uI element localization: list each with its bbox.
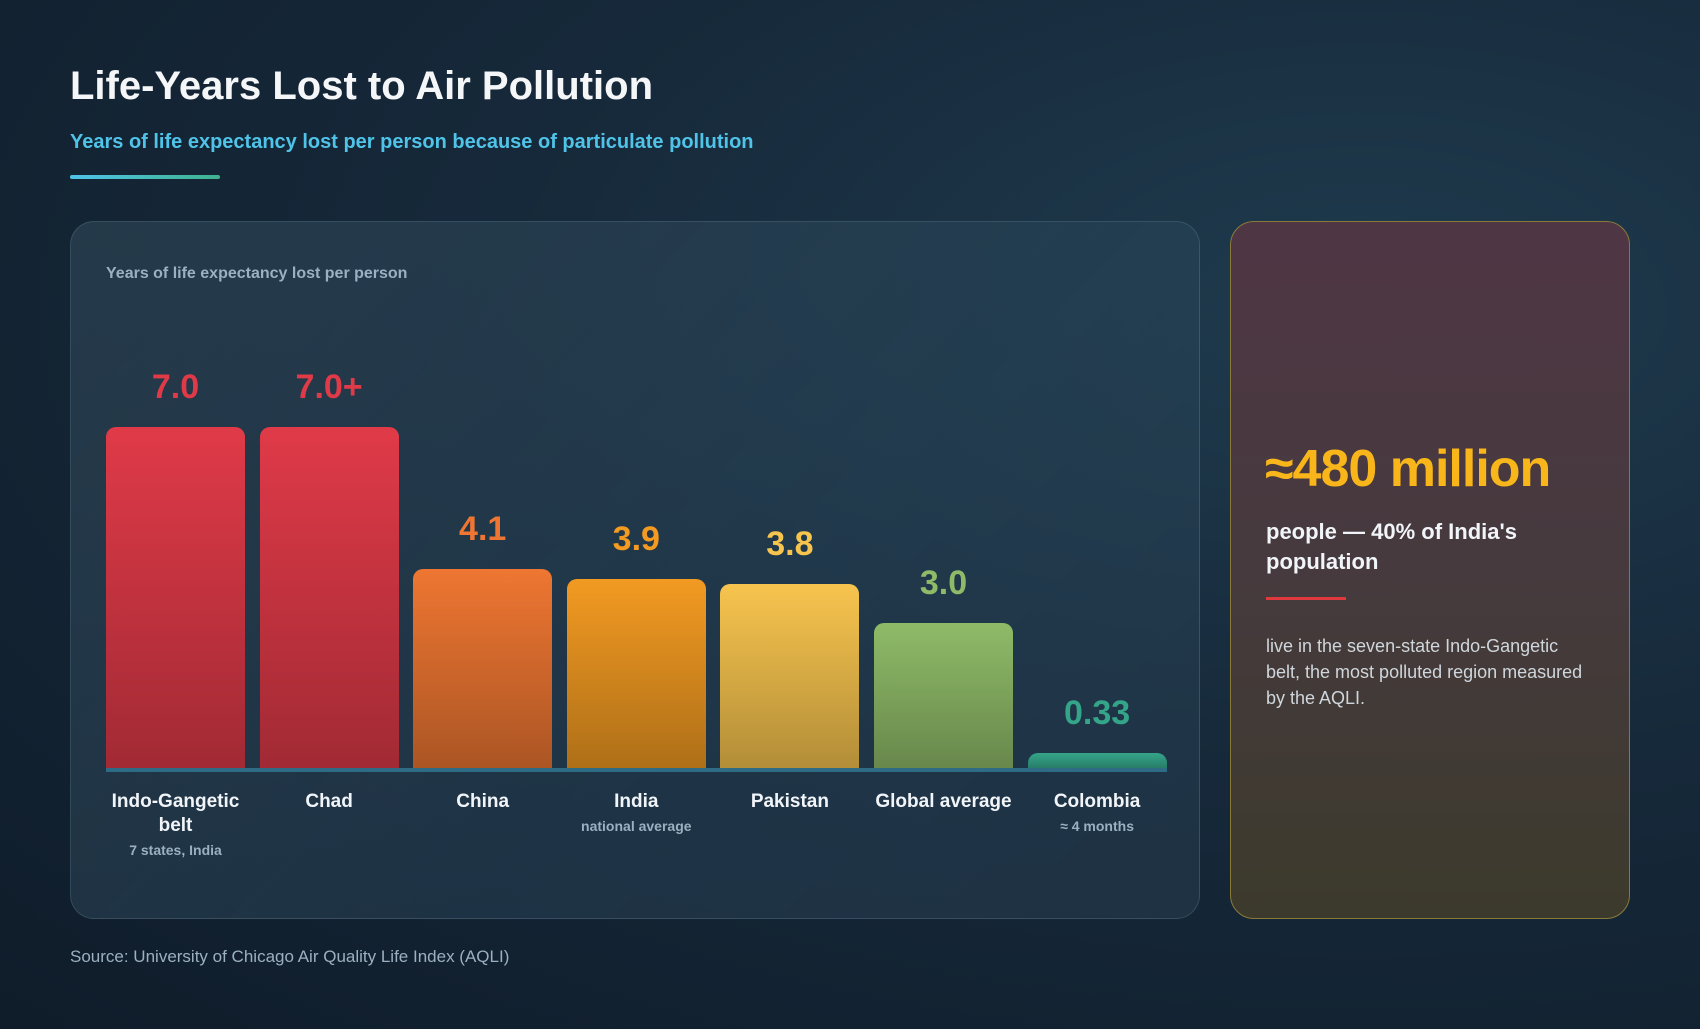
- chart-panel: Years of life expectancy lost per person…: [70, 221, 1200, 919]
- big-stat: ≈480 million: [1265, 440, 1551, 498]
- bar-china: [413, 569, 553, 770]
- category-subtitle: national average: [581, 818, 692, 834]
- highlight-panel: ≈480 million people — 40% of India's pop…: [1230, 221, 1630, 919]
- bar-value-label: 7.0: [151, 368, 200, 406]
- bar-chad: [259, 427, 399, 770]
- y-axis-caption: Years of life expectancy lost per person: [106, 265, 408, 282]
- category-label: Global average: [874, 790, 1013, 814]
- bar-value-label: 7.0+: [295, 368, 363, 406]
- category-name: China: [456, 791, 510, 812]
- bar-value-label: 0.33: [1064, 694, 1131, 732]
- category-label: India national average: [567, 790, 706, 838]
- bar-pakistan: [720, 583, 860, 770]
- source-note: Source: University of Chicago Air Qualit…: [70, 947, 510, 966]
- bar-chart-area: 7.0 Indo-Gangetic belt 7 states, India 7.0+…: [106, 222, 1167, 920]
- bar-indo-gangetic-belt: [106, 427, 245, 770]
- title-accent-line: [70, 175, 220, 179]
- bar-value-label: 3.8: [766, 524, 814, 563]
- category-subtitle: ≈ 4 months: [1060, 818, 1134, 834]
- category-name: Indo-Gangetic belt: [111, 791, 240, 836]
- category-name: Colombia: [1053, 791, 1141, 812]
- red-divider: [1266, 597, 1346, 600]
- x-axis-baseline: [106, 768, 1167, 772]
- category-subtitle: 7 states, India: [129, 842, 222, 858]
- category-name: Global average: [875, 791, 1012, 812]
- category-label: Chad: [260, 790, 399, 814]
- category-name: Pakistan: [750, 791, 829, 812]
- category-label: Indo-Gangetic belt 7 states, India: [106, 790, 245, 862]
- page-title: Life-Years Lost to Air Pollution: [70, 64, 654, 108]
- bar-global-average: [874, 623, 1013, 770]
- bar-value-label: 4.1: [459, 510, 507, 549]
- category-label: Pakistan: [720, 790, 859, 814]
- page-subtitle: Years of life expectancy lost per person…: [70, 131, 754, 153]
- category-name: India: [614, 791, 659, 812]
- stat-description: people — 40% of India's population: [1266, 519, 1517, 574]
- bar-india: [566, 578, 706, 770]
- stat-body: live in the seven-state Indo-Gangetic be…: [1266, 636, 1583, 708]
- category-label: China: [413, 790, 552, 814]
- bar-colombia: [1027, 753, 1167, 770]
- bar-value-label: 3.9: [612, 519, 660, 558]
- bar-value-label: 3.0: [919, 564, 968, 602]
- category-label: Colombia ≈ 4 months: [1028, 790, 1167, 838]
- category-name: Chad: [305, 791, 353, 812]
